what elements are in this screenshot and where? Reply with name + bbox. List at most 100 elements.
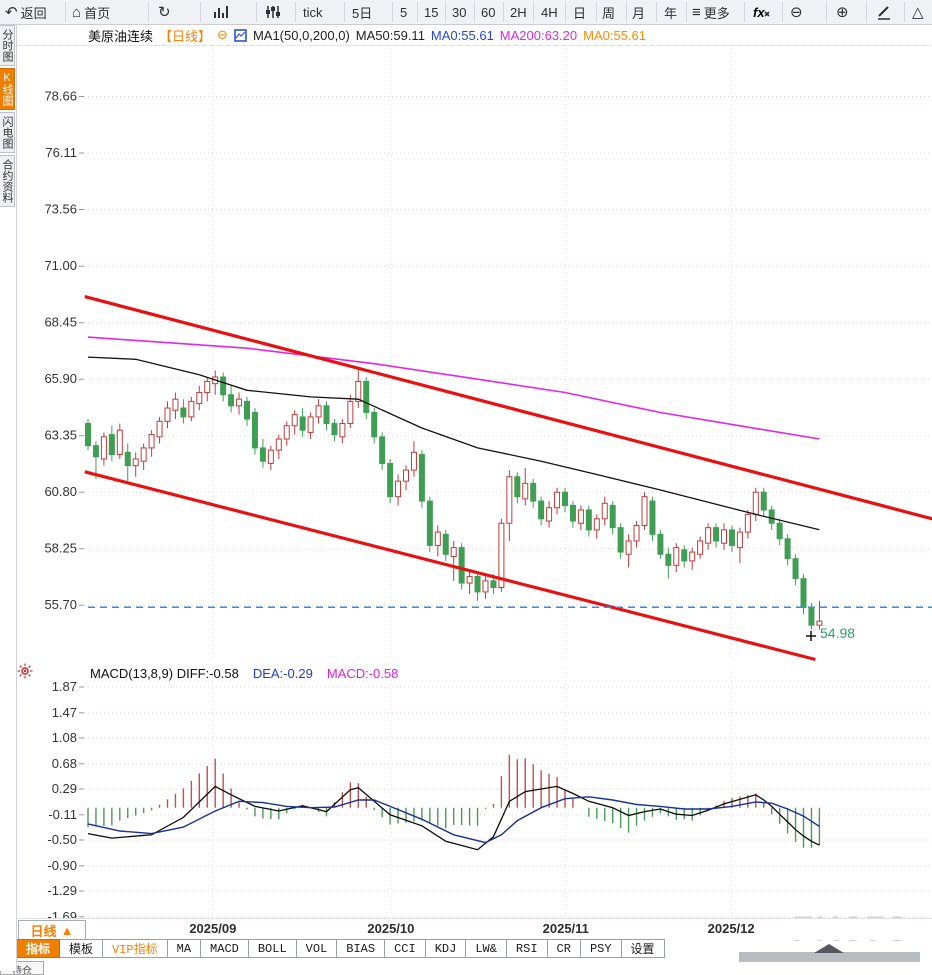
toolbar-interval-week-label: 周 bbox=[602, 5, 616, 21]
toolbar-interval-month-label: 月 bbox=[632, 5, 646, 21]
indicator-settings-icon[interactable] bbox=[17, 663, 33, 679]
svg-text:78.66: 78.66 bbox=[44, 89, 77, 104]
toolbar-interval-day[interactable]: 日 bbox=[573, 0, 586, 24]
svg-text:1.87: 1.87 bbox=[52, 679, 77, 694]
toolbar-refresh[interactable]: ↻ bbox=[158, 0, 171, 24]
tab-LW&[interactable]: LW& bbox=[466, 939, 507, 958]
toolbar-separator bbox=[295, 2, 296, 22]
tab-CCI[interactable]: CCI bbox=[385, 939, 426, 958]
svg-text:68.45: 68.45 bbox=[44, 315, 77, 330]
toolbar-more-menu-label: 更多 bbox=[703, 5, 730, 21]
sidebar-item-K线图[interactable]: K线图 bbox=[0, 68, 15, 110]
toolbar-separator bbox=[904, 2, 905, 22]
sidebar-item-合约资料[interactable]: 合约资料 bbox=[0, 155, 15, 207]
ma0-blue-value: MA0:55.61 bbox=[430, 27, 494, 43]
sidebar-item-闪电图[interactable]: 闪电图 bbox=[0, 112, 15, 153]
svg-text:-0.11: -0.11 bbox=[48, 807, 77, 822]
svg-text:-1.29: -1.29 bbox=[47, 883, 77, 898]
tab-VIP指标[interactable]: VIP指标 bbox=[103, 939, 168, 958]
sidebar-item-分时图[interactable]: 分时图 bbox=[0, 25, 15, 66]
toolbar-zoom-out[interactable]: ⊖ bbox=[790, 0, 803, 24]
tab-VOL[interactable]: VOL bbox=[296, 939, 338, 958]
toolbar-interval-15-label: 15 bbox=[424, 4, 439, 20]
toolbar-separator bbox=[503, 2, 504, 22]
toolbar-interval-2h[interactable]: 2H bbox=[510, 0, 527, 24]
toolbar-kline-style[interactable] bbox=[264, 0, 282, 24]
triangle-icon: △ bbox=[912, 3, 924, 21]
toolbar-home[interactable]: ⌂ 首页 bbox=[72, 0, 110, 24]
tab-BOLL[interactable]: BOLL bbox=[248, 939, 297, 958]
svg-text:71.00: 71.00 bbox=[44, 258, 77, 273]
toolbar-interval-4h[interactable]: 4H bbox=[541, 0, 558, 24]
x-axis-label: 2025/12 bbox=[707, 921, 755, 936]
svg-text:0.29: 0.29 bbox=[52, 781, 77, 796]
toolbar-interval-month[interactable]: 月 bbox=[632, 0, 645, 24]
macd-header: MACD(13,8,9) DIFF:-0.58 DEA:-0.29 MACD:-… bbox=[90, 666, 398, 681]
tab-MA[interactable]: MA bbox=[167, 939, 202, 958]
tab-RSI[interactable]: RSI bbox=[506, 939, 548, 958]
svg-text:63.35: 63.35 bbox=[44, 428, 77, 443]
toolbar-interval-5[interactable]: 5 bbox=[400, 0, 407, 24]
collapse-icon[interactable]: ⊖ bbox=[217, 27, 228, 42]
macd-title-diff: MACD(13,8,9) DIFF:-0.58 bbox=[90, 666, 239, 681]
toolbar-interval-tick[interactable]: tick bbox=[303, 0, 323, 24]
toolbar-interval-60-label: 60 bbox=[481, 4, 496, 20]
ma50-value: MA50:59.11 bbox=[355, 27, 425, 43]
toolbar-interval-15[interactable]: 15 bbox=[424, 0, 438, 24]
toolbar-separator bbox=[445, 2, 446, 22]
svg-text:65.90: 65.90 bbox=[44, 371, 77, 386]
toolbar-interval-30[interactable]: 30 bbox=[452, 0, 466, 24]
toolbar-more-menu[interactable]: ≡ 更多 bbox=[692, 0, 730, 24]
chart-title-bar: 美原油连续 【日线】 ⊖ MA1(50,0,200,0) MA50:59.11 M… bbox=[16, 25, 932, 46]
toolbar-interval-day-label: 日 bbox=[573, 5, 587, 21]
toolbar-interval-5d[interactable]: 5日 bbox=[352, 0, 372, 24]
svg-text:1.08: 1.08 bbox=[52, 730, 77, 745]
toolbar-back[interactable]: ↶ 返回 bbox=[5, 0, 47, 24]
toolbar-interval-30-label: 30 bbox=[452, 4, 467, 20]
indicator-tab-row: 指标 模板 VIP指标 MA MACD BOLL VOL BIAS CCI KDJ LW& RSI CR… bbox=[16, 939, 665, 958]
toolbar-interval-5d-label: 5日 bbox=[352, 5, 373, 21]
zoom-out-icon: ⊖ bbox=[790, 3, 803, 21]
period-selector-label: 日线 bbox=[30, 923, 57, 939]
toolbar-indicator-fx[interactable]: fx bbox=[752, 0, 770, 24]
svg-text:0.68: 0.68 bbox=[52, 756, 77, 771]
svg-text:55.70: 55.70 bbox=[44, 597, 77, 612]
toolbar-interval-60[interactable]: 60 bbox=[481, 0, 495, 24]
tab-CR[interactable]: CR bbox=[547, 939, 581, 958]
macd-dea-value: DEA:-0.29 bbox=[252, 666, 313, 681]
tab-MACD[interactable]: MACD bbox=[201, 939, 249, 958]
toolbar-draw-pencil[interactable] bbox=[875, 0, 893, 24]
tab-PSY[interactable]: PSY bbox=[580, 939, 622, 958]
toolbar-interval-5-label: 5 bbox=[400, 4, 408, 20]
left-sidebar: 分时图 K线图闪电图合约资料 bbox=[0, 25, 17, 971]
toolbar-separator bbox=[65, 2, 66, 22]
fx-icon: fx bbox=[753, 5, 770, 20]
ma200-value: MA200:63.20 bbox=[499, 27, 578, 43]
toolbar-separator bbox=[417, 2, 418, 22]
zoom-in-icon: ⊕ bbox=[836, 3, 849, 21]
x-axis-label: 2025/11 bbox=[542, 921, 589, 936]
toolbar-separator bbox=[148, 2, 149, 22]
toolbar-separator bbox=[200, 2, 201, 22]
tab-KDJ[interactable]: KDJ bbox=[425, 939, 467, 958]
period-selector[interactable]: 日线 ▲ bbox=[18, 920, 86, 940]
svg-text:76.11: 76.11 bbox=[45, 145, 77, 160]
toolbar-zoom-in[interactable]: ⊕ bbox=[836, 0, 849, 24]
toolbar-bar-chart[interactable] bbox=[211, 0, 229, 24]
panel-expand-handle[interactable] bbox=[739, 944, 920, 962]
tab-指标[interactable]: 指标 bbox=[16, 939, 61, 958]
toolbar-interval-week[interactable]: 周 bbox=[602, 0, 615, 24]
tab-BIAS[interactable]: BIAS bbox=[337, 939, 386, 958]
indicator-chart-icon[interactable] bbox=[234, 28, 247, 42]
tab-设置[interactable]: 设置 bbox=[621, 939, 665, 958]
x-axis-label: 2025/09 bbox=[189, 921, 237, 936]
period-selector-arrow: ▲ bbox=[60, 922, 74, 938]
home-icon: ⌂ bbox=[72, 3, 82, 21]
toolbar-interval-year[interactable]: 年 bbox=[664, 0, 677, 24]
toolbar-separator bbox=[474, 2, 475, 22]
tab-模板[interactable]: 模板 bbox=[60, 939, 104, 958]
toolbar-draw-shape[interactable]: △ bbox=[912, 0, 924, 24]
period-label[interactable]: 【日线】 bbox=[159, 28, 212, 44]
toolbar-separator bbox=[626, 2, 627, 22]
